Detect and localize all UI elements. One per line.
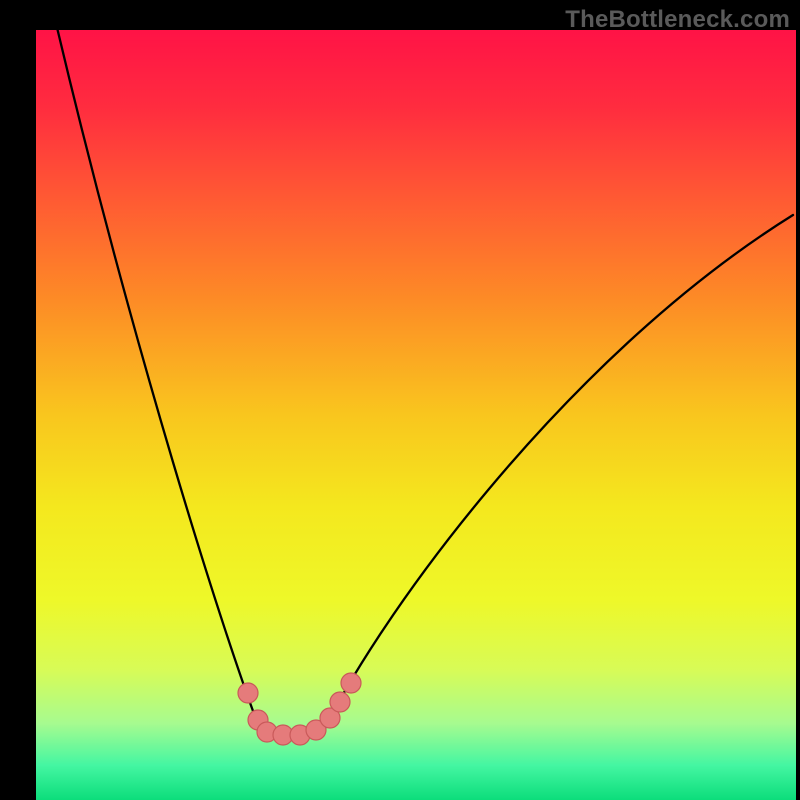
marker-dot (330, 692, 350, 712)
marker-dot (341, 673, 361, 693)
watermark-text: TheBottleneck.com (565, 6, 790, 34)
outer-frame: TheBottleneck.com (0, 0, 800, 800)
plot-area (36, 30, 796, 800)
gradient-background (36, 30, 796, 800)
chart-svg (36, 30, 796, 800)
marker-dot (238, 683, 258, 703)
